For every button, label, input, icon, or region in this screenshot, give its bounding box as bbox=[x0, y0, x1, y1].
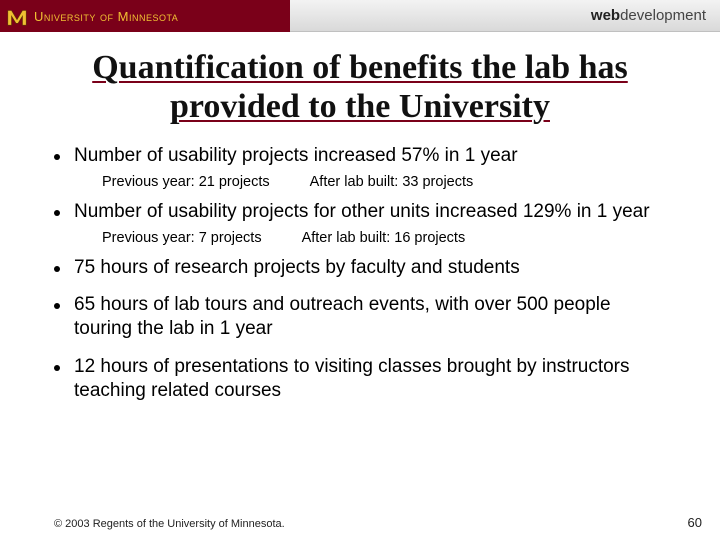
bullet-dot-icon bbox=[54, 266, 60, 272]
bullet-item: Number of usability projects for other u… bbox=[54, 200, 666, 224]
bullet-text: Number of usability projects increased 5… bbox=[74, 144, 518, 168]
webdev-light: development bbox=[620, 7, 706, 24]
page-number: 60 bbox=[688, 515, 702, 530]
bullet-item: 12 hours of presentations to visiting cl… bbox=[54, 355, 666, 403]
webdev-label: webdevelopment bbox=[591, 7, 706, 24]
webdev-bold: web bbox=[591, 7, 620, 24]
umn-logo-icon bbox=[6, 5, 28, 27]
bullet-subrow: Previous year: 21 projects After lab bui… bbox=[54, 174, 666, 190]
bullet-subrow: Previous year: 7 projects After lab buil… bbox=[54, 230, 666, 246]
bullet-dot-icon bbox=[54, 154, 60, 160]
slide-footer: © 2003 Regents of the University of Minn… bbox=[0, 515, 720, 530]
university-name: University of Minnesota bbox=[34, 9, 178, 24]
copyright-text: © 2003 Regents of the University of Minn… bbox=[54, 518, 285, 530]
bullet-text: 12 hours of presentations to visiting cl… bbox=[74, 355, 666, 403]
sub-after: After lab built: 33 projects bbox=[310, 174, 474, 190]
sub-after: After lab built: 16 projects bbox=[302, 230, 466, 246]
sub-previous: Previous year: 7 projects bbox=[102, 230, 262, 246]
bullet-text: Number of usability projects for other u… bbox=[74, 200, 650, 224]
bullet-item: 75 hours of research projects by faculty… bbox=[54, 256, 666, 280]
slide-body: Number of usability projects increased 5… bbox=[0, 126, 720, 402]
sub-previous: Previous year: 21 projects bbox=[102, 174, 270, 190]
bullet-dot-icon bbox=[54, 303, 60, 309]
bullet-text: 65 hours of lab tours and outreach event… bbox=[74, 293, 666, 341]
slide-title: Quantification of benefits the lab has p… bbox=[0, 48, 720, 126]
bullet-dot-icon bbox=[54, 365, 60, 371]
university-brand-block: University of Minnesota bbox=[0, 0, 290, 32]
bullet-item: Number of usability projects increased 5… bbox=[54, 144, 666, 168]
slide-header: University of Minnesota webdevelopment bbox=[0, 0, 720, 32]
bullet-item: 65 hours of lab tours and outreach event… bbox=[54, 293, 666, 341]
header-right: webdevelopment bbox=[290, 0, 720, 32]
bullet-text: 75 hours of research projects by faculty… bbox=[74, 256, 520, 280]
bullet-dot-icon bbox=[54, 210, 60, 216]
